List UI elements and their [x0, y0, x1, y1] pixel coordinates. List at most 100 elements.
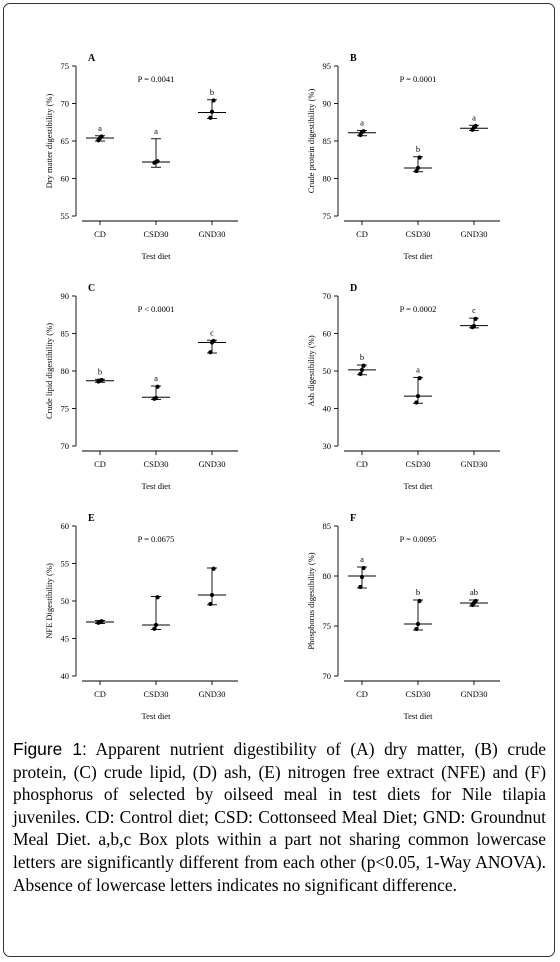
y-tick-label: 55	[61, 559, 70, 569]
y-tick-label: 70	[61, 99, 70, 109]
x-axis-label: Test diet	[404, 251, 434, 261]
data-point	[473, 598, 478, 604]
data-point	[415, 165, 421, 171]
y-tick-label: 70	[323, 671, 332, 681]
data-point	[211, 566, 216, 571]
significance-letter: b	[416, 144, 420, 154]
p-value-label: P = 0.0041	[138, 74, 175, 84]
x-tick-label: CD	[94, 689, 106, 699]
y-tick-label: 65	[61, 136, 70, 146]
y-tick-label: 70	[61, 441, 70, 451]
chart-panel-b: B P = 0.0001 75 80 85 90 95 Crude protein diges…	[268, 44, 538, 274]
significance-letter: a	[360, 554, 364, 564]
x-tick-label: CD	[94, 229, 106, 239]
significance-letter: b	[416, 587, 420, 597]
y-tick-label: 80	[61, 366, 70, 376]
y-axis-label: Dry matter digestibility (%)	[44, 94, 54, 189]
significance-letter: c	[472, 305, 476, 315]
data-point	[359, 574, 365, 580]
x-tick-label: GND30	[461, 459, 488, 469]
chart-svg: F P = 0.0095 70 75 80 85 Phosphorus digestibil…	[306, 513, 500, 721]
chart-svg: A P = 0.0041 55 60 65 70 75 Dry matter digestib…	[44, 53, 238, 261]
chart-panel-a: A P = 0.0041 55 60 65 70 75 Dry matter digestib…	[6, 44, 276, 274]
data-point	[414, 400, 419, 405]
y-tick-label: 90	[323, 99, 332, 109]
significance-letter: a	[416, 364, 420, 374]
panel-letter: B	[350, 53, 357, 64]
y-tick-label: 80	[323, 174, 332, 184]
figure-caption: Figure 1: Apparent nutrient digestibilit…	[13, 738, 546, 896]
y-tick-label: 90	[61, 291, 70, 301]
x-tick-label: CD	[356, 229, 368, 239]
y-tick-label: 85	[323, 521, 332, 531]
significance-letter: ab	[470, 587, 478, 597]
chart-svg: E P = 0.0675 40 45 50 55 60 NFE Digestibility (…	[44, 513, 238, 721]
y-tick-label: 80	[323, 571, 332, 581]
data-point	[211, 338, 216, 344]
x-tick-label: CD	[356, 689, 368, 699]
data-point	[155, 159, 160, 164]
significance-letter: c	[210, 327, 214, 337]
data-point	[414, 626, 419, 632]
x-tick-label: CSD30	[405, 229, 430, 239]
y-tick-label: 55	[61, 211, 70, 221]
significance-letter: b	[210, 87, 214, 97]
data-point	[417, 376, 422, 381]
x-axis-label: Test diet	[142, 481, 172, 491]
x-tick-label: CSD30	[405, 689, 430, 699]
data-point	[473, 316, 478, 321]
x-axis-label: Test diet	[142, 251, 172, 261]
y-tick-label: 50	[61, 596, 70, 606]
y-tick-label: 30	[323, 441, 332, 451]
data-point	[361, 363, 366, 368]
x-axis-label: Test diet	[404, 711, 434, 721]
x-tick-label: GND30	[199, 459, 226, 469]
data-point	[361, 129, 366, 134]
y-tick-label: 40	[61, 671, 70, 681]
data-point	[208, 115, 213, 120]
y-tick-label: 75	[323, 211, 332, 221]
chart-panel-e: E P = 0.0675 40 45 50 55 60 NFE Digestibility (…	[6, 504, 276, 734]
x-tick-label: CSD30	[405, 459, 430, 469]
caption-text: Apparent nutrient digestibility of (A) d…	[13, 739, 546, 895]
significance-letter: a	[472, 112, 476, 122]
y-axis-label: Phosphorus digestibility (%)	[306, 552, 316, 649]
x-tick-label: CSD30	[143, 459, 168, 469]
chart-svg: D P = 0.0002 30 40 50 60 70 Ash digestibility (…	[306, 283, 500, 491]
panel-letter: E	[88, 513, 95, 524]
y-axis-label: Ash digestibility (%)	[306, 335, 316, 406]
data-point	[417, 155, 422, 160]
y-axis-label: Crude lipid digestibility (%)	[44, 323, 54, 419]
data-point	[209, 109, 215, 114]
chart-svg: C P < 0.0001 70 75 80 85 90 Crude lipid digesti…	[44, 283, 238, 491]
significance-letter: a	[154, 373, 158, 383]
y-tick-label: 75	[323, 621, 332, 631]
y-tick-label: 75	[61, 61, 70, 71]
chart-panel-c: C P < 0.0001 70 75 80 85 90 Crude lipid digesti…	[6, 274, 276, 504]
x-tick-label: GND30	[199, 689, 226, 699]
chart-panel-f: F P = 0.0095 70 75 80 85 Phosphorus digestibil…	[268, 504, 538, 734]
data-point	[99, 377, 104, 383]
significance-letter: b	[360, 352, 364, 362]
y-tick-label: 95	[323, 61, 332, 71]
y-tick-label: 60	[61, 174, 70, 184]
data-point	[417, 598, 422, 604]
data-point	[155, 384, 160, 389]
data-point	[359, 367, 365, 372]
y-axis-label: Crude protein digestibility (%)	[306, 89, 316, 194]
x-tick-label: GND30	[199, 229, 226, 239]
y-tick-label: 40	[323, 404, 332, 414]
significance-letter: a	[360, 118, 364, 128]
data-point	[99, 619, 104, 624]
data-point	[208, 601, 213, 607]
data-point	[211, 98, 216, 103]
panel-letter: C	[88, 283, 95, 294]
panel-letter: F	[350, 513, 356, 524]
chart-panel-d: D P = 0.0002 30 40 50 60 70 Ash digestibility (…	[268, 274, 538, 504]
significance-letter: a	[154, 126, 158, 136]
caption-label: Figure 1:	[13, 739, 87, 759]
data-point	[208, 350, 213, 355]
p-value-label: P = 0.0001	[400, 74, 437, 84]
p-value-label: P = 0.0675	[138, 534, 175, 544]
y-tick-label: 45	[61, 634, 70, 644]
